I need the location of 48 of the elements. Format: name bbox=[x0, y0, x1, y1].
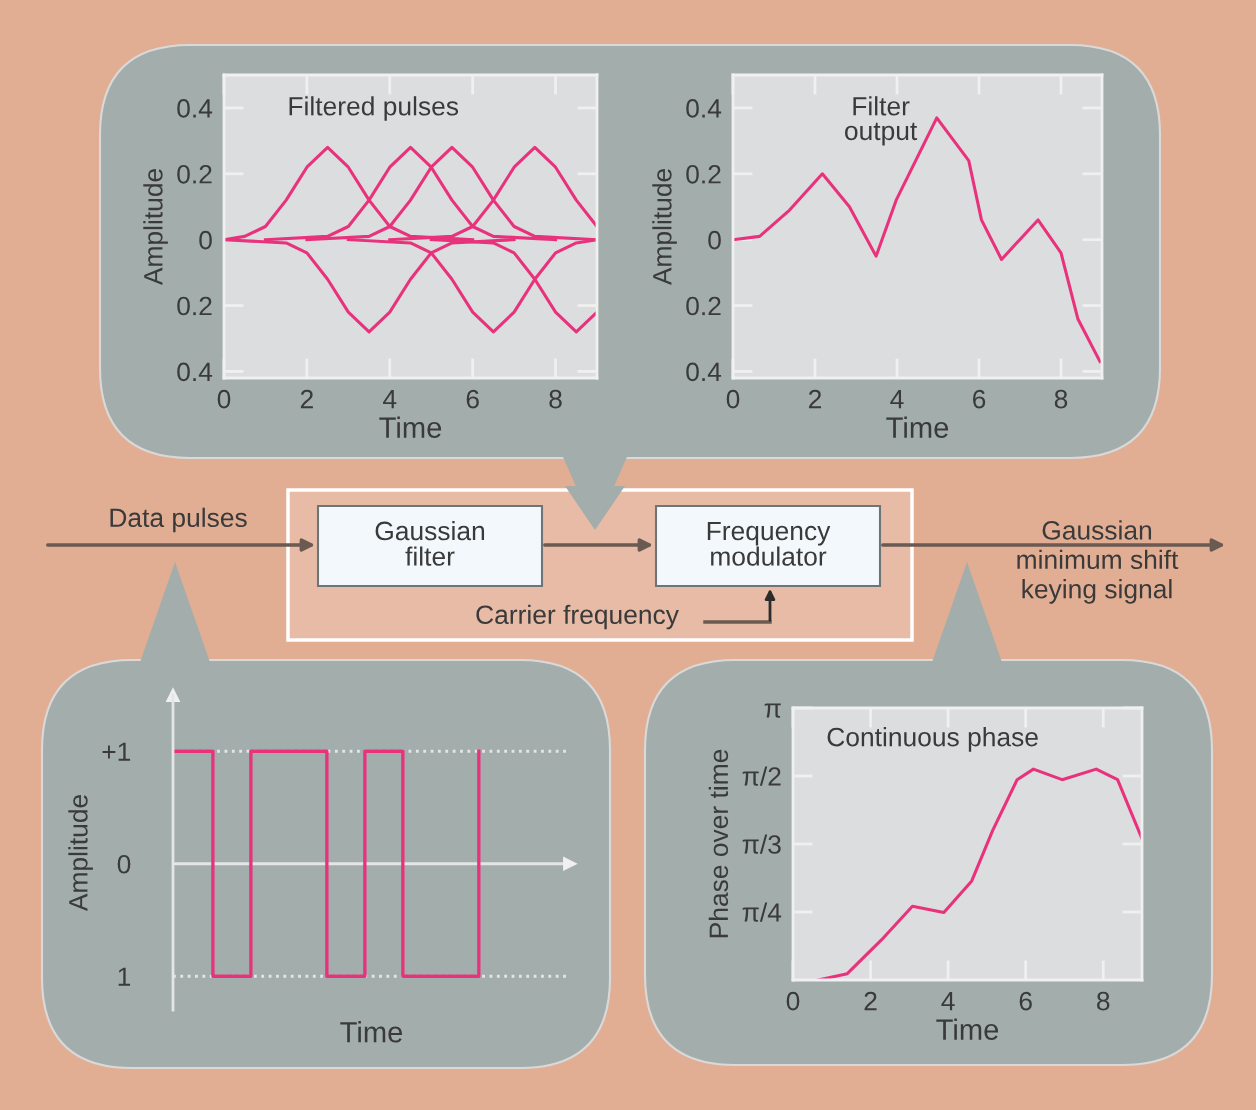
x-tick-label: 6 bbox=[466, 389, 479, 409]
y-tick-label: 0.2 bbox=[177, 164, 212, 184]
x-axis-title: Time bbox=[340, 1021, 403, 1043]
text: Gaussian minimum shift keying signal bbox=[1017, 520, 1179, 604]
y-axis-title: Amplitude bbox=[68, 795, 93, 912]
y-tick-label: 0 bbox=[117, 854, 131, 874]
x-tick-label: 4 bbox=[941, 992, 955, 1011]
x-tick-label: 2 bbox=[864, 991, 877, 1011]
x-tick-label: 2 bbox=[300, 389, 313, 409]
x-tick-label: 0 bbox=[217, 389, 231, 409]
x-tick-label: 4 bbox=[383, 390, 397, 409]
text: Frequency modulator bbox=[707, 521, 831, 566]
x-axis-title: Time bbox=[379, 416, 442, 438]
y-tick-label: 0.2 bbox=[686, 296, 721, 316]
y-tick-label: 0.2 bbox=[686, 164, 721, 184]
y-tick-label: 0.2 bbox=[177, 296, 212, 316]
chart-title: Continuous phase bbox=[827, 727, 1038, 752]
x-tick-label: 6 bbox=[973, 389, 986, 409]
x-tick-label: 8 bbox=[1054, 389, 1068, 409]
y-tick-label: +1 bbox=[102, 742, 131, 761]
y-tick-label: 0 bbox=[199, 230, 212, 250]
x-tick-label: 2 bbox=[808, 389, 822, 409]
text: π/4 bbox=[742, 902, 782, 922]
y-tick-label: 0 bbox=[708, 230, 721, 250]
text: Carrier frequency bbox=[476, 604, 679, 630]
y-tick-label: 0.4 bbox=[686, 99, 722, 118]
text: Filter output bbox=[845, 96, 918, 146]
x-tick-label: 8 bbox=[1097, 991, 1110, 1011]
x-axis-title: Time bbox=[886, 416, 949, 438]
text: Filtered pulses bbox=[289, 96, 459, 121]
y-tick-label: 0.4 bbox=[686, 362, 722, 382]
y-axis-title: Amplitude bbox=[143, 169, 168, 286]
y-tick-label: 1 bbox=[118, 967, 131, 986]
x-tick-label: 6 bbox=[1019, 991, 1032, 1011]
x-tick-label: 4 bbox=[890, 390, 904, 409]
text: π/3 bbox=[742, 834, 781, 854]
text: Data pulses bbox=[110, 507, 247, 533]
x-axis-title: Time bbox=[936, 1018, 999, 1040]
x-tick-label: 8 bbox=[549, 389, 562, 409]
text: π bbox=[764, 703, 781, 718]
text: π/2 bbox=[742, 766, 781, 786]
x-tick-label: 0 bbox=[786, 991, 800, 1011]
y-tick-label: 0.4 bbox=[177, 99, 213, 118]
x-tick-label: 0 bbox=[726, 389, 740, 409]
y-tick-label: 0.4 bbox=[177, 362, 213, 382]
y-axis-title: Phase over time bbox=[708, 749, 729, 938]
y-axis-title: Amplitude bbox=[652, 169, 677, 286]
text: Gaussian filter bbox=[375, 520, 485, 566]
